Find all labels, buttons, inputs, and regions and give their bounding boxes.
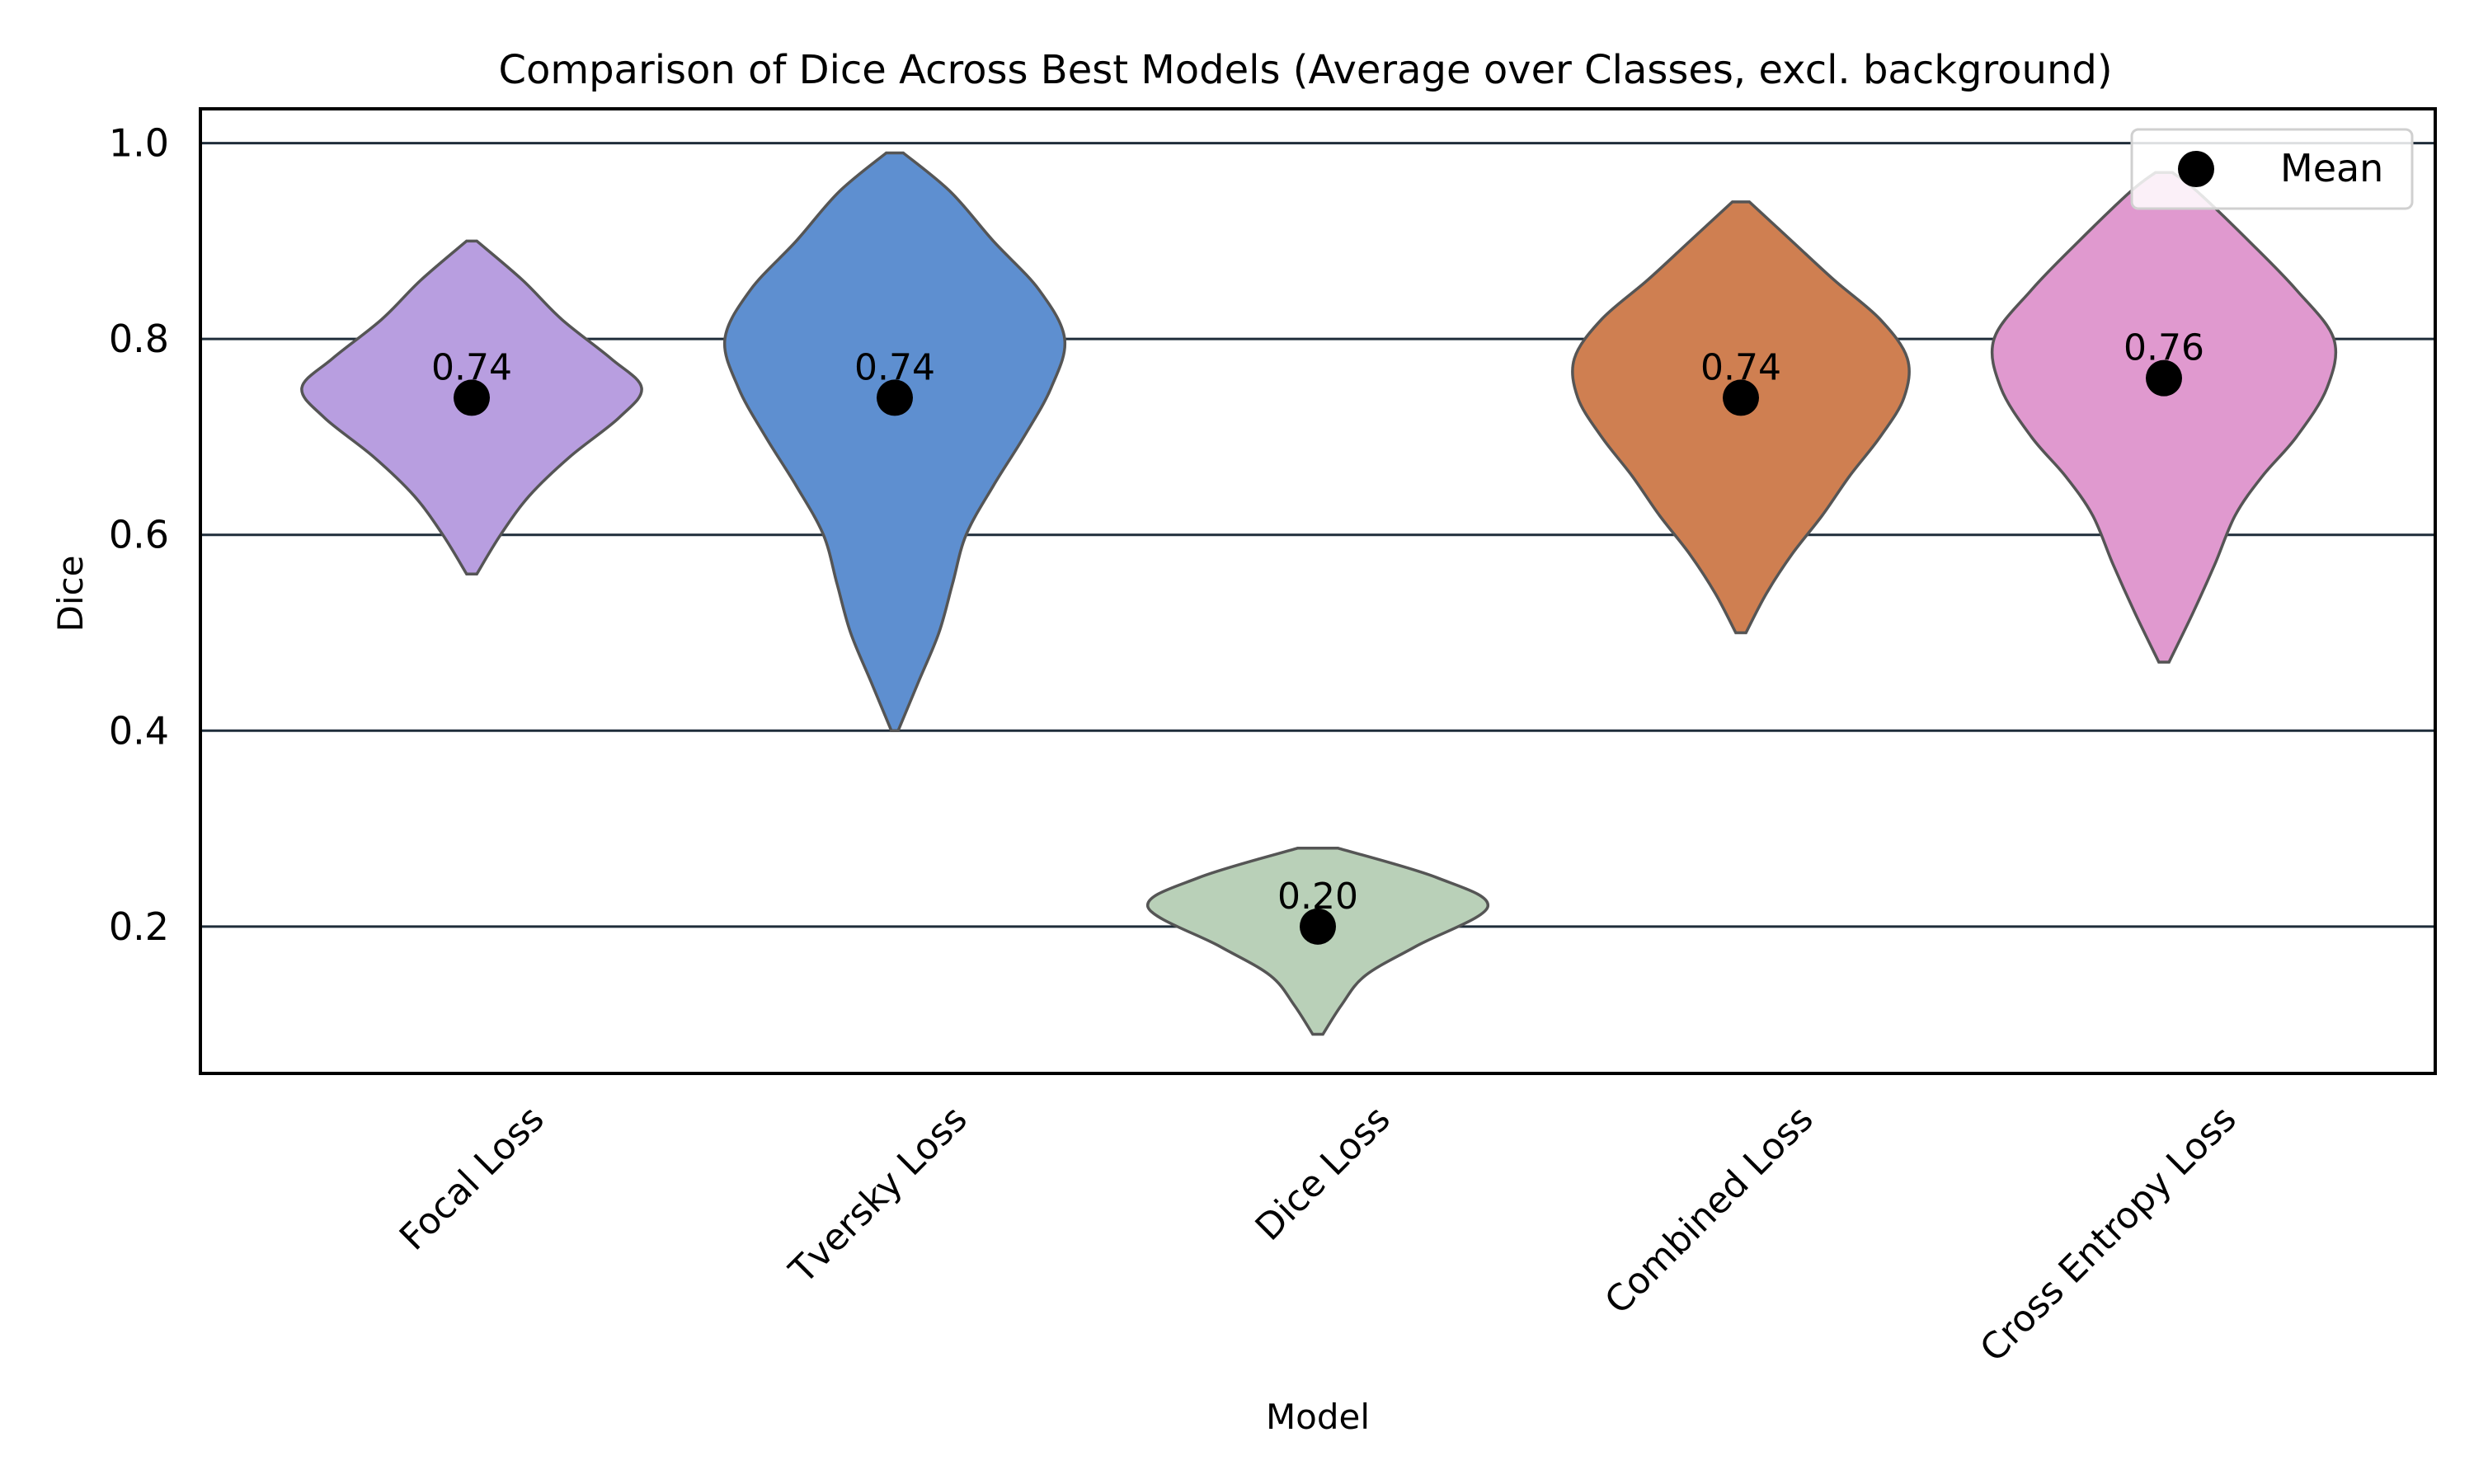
y-tick-label: 0.2 bbox=[109, 904, 169, 949]
plot-frame bbox=[199, 107, 2437, 1075]
mean-marker bbox=[2146, 359, 2182, 397]
mean-value-label: 0.76 bbox=[2124, 327, 2204, 369]
legend-box bbox=[2130, 128, 2414, 210]
violin-tversky-loss bbox=[722, 151, 1067, 733]
x-tick-label: Cross Entropy Loss bbox=[1973, 1098, 2245, 1370]
mean-layer: 0.74 0.74 0.20 0.74 0.76 bbox=[431, 327, 2204, 945]
legend: Mean bbox=[2130, 128, 2414, 210]
y-tick-label: 0.6 bbox=[109, 513, 169, 557]
violin-combined-loss bbox=[1571, 200, 1911, 635]
x-tick-label: Combined Loss bbox=[1597, 1098, 1822, 1322]
x-axis-label: Model bbox=[1266, 1397, 1370, 1437]
y-tick-label: 0.4 bbox=[109, 708, 169, 753]
y-tick-label: 1.0 bbox=[109, 121, 169, 166]
mean-value-label: 0.20 bbox=[1277, 876, 1358, 918]
x-tick-layer: Focal Loss Tversky Loss Dice Loss Combined … bbox=[392, 1098, 2245, 1370]
legend-mean-label: Mean bbox=[2280, 146, 2383, 190]
y-tick-label: 0.8 bbox=[109, 317, 169, 361]
y-tick-layer: 0.2 0.4 0.6 0.8 1.0 bbox=[109, 121, 169, 949]
x-tick-label: Dice Loss bbox=[1248, 1098, 1399, 1249]
mean-value-label: 0.74 bbox=[431, 346, 512, 388]
x-tick-label: Tversky Loss bbox=[781, 1098, 976, 1293]
mean-marker bbox=[1300, 908, 1336, 945]
mean-value-label: 0.74 bbox=[1700, 346, 1781, 388]
mean-value-label: 0.74 bbox=[854, 346, 935, 388]
mean-marker bbox=[1723, 379, 1759, 416]
legend-mean-marker bbox=[2178, 151, 2214, 187]
y-axis-label: Dice bbox=[50, 556, 91, 632]
x-tick-label: Focal Loss bbox=[392, 1098, 553, 1259]
mean-marker bbox=[454, 379, 490, 416]
chart-title: Comparison of Dice Across Best Models (A… bbox=[498, 47, 2112, 93]
mean-marker bbox=[877, 379, 913, 416]
violin-cross-entropy-loss bbox=[1990, 171, 2338, 664]
